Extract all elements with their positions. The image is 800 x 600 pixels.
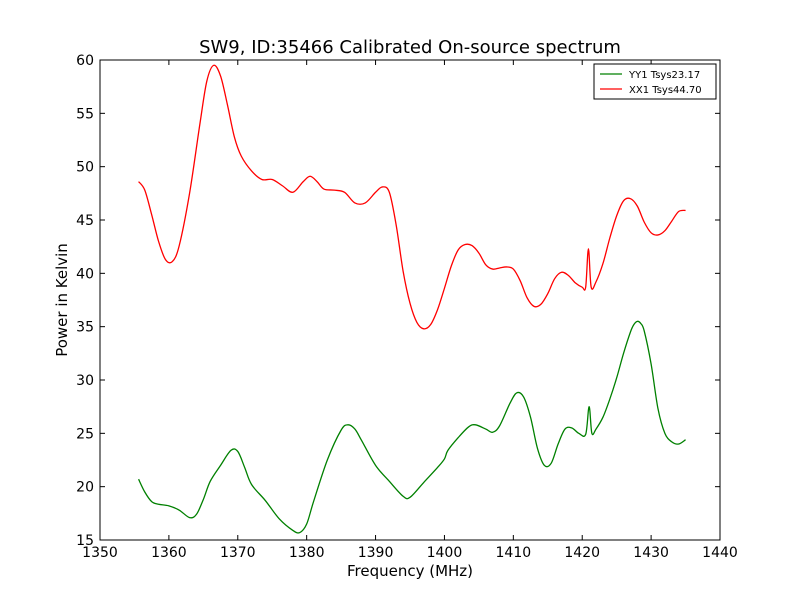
plot-series-group	[137, 64, 686, 534]
y-tick-label: 45	[76, 213, 94, 229]
x-tick-label: 1430	[633, 545, 669, 561]
legend-label-2: XX1 Tsys44.70	[629, 85, 702, 96]
y-tick-label: 60	[76, 53, 94, 69]
y-tick-label: 15	[76, 533, 94, 549]
y-tick-label: 50	[76, 160, 94, 176]
y-axis: 15 20 25 30 35 40 45 50 55 60	[76, 53, 720, 549]
y-tick-label: 35	[76, 320, 94, 336]
y-axis-label: Power in Kelvin	[53, 243, 71, 357]
series-line-2	[138, 64, 686, 330]
x-axis: 1350 1360 1370 1380 1390 1400 1410 1420 1430 1440	[82, 60, 738, 561]
x-tick-label: 1360	[151, 545, 187, 561]
chart-title: SW9, ID:35466 Calibrated On-source spect…	[199, 37, 621, 58]
x-tick-label: 1380	[289, 545, 325, 561]
y-tick-label: 55	[76, 106, 94, 122]
x-tick-label: 1350	[82, 545, 118, 561]
series-line-1	[137, 320, 686, 534]
legend: YY1 Tsys23.17 XX1 Tsys44.70	[593, 63, 717, 100]
x-axis-label: Frequency (MHz)	[347, 562, 473, 580]
x-tick-label: 1370	[220, 545, 256, 561]
x-tick-label: 1420	[564, 545, 600, 561]
y-tick-label: 40	[76, 266, 94, 282]
x-tick-label: 1440	[702, 545, 738, 561]
legend-box	[593, 63, 717, 100]
legend-label-1: YY1 Tsys23.17	[628, 70, 700, 81]
y-tick-label: 30	[76, 373, 94, 389]
plot-frame	[99, 59, 721, 541]
x-tick-label: 1410	[496, 545, 532, 561]
y-tick-label: 20	[76, 480, 94, 496]
x-tick-label: 1400	[427, 545, 463, 561]
x-tick-label: 1390	[358, 545, 394, 561]
y-tick-label: 25	[76, 426, 94, 442]
